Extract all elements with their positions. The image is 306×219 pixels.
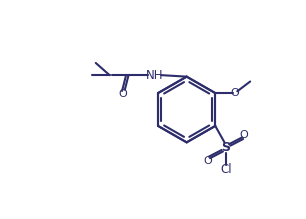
Text: O: O [230, 88, 239, 98]
Text: O: O [204, 156, 213, 166]
Text: S: S [222, 141, 230, 154]
Text: NH: NH [146, 69, 163, 82]
Text: O: O [239, 130, 248, 140]
Text: Cl: Cl [220, 163, 232, 176]
Text: O: O [119, 89, 127, 99]
